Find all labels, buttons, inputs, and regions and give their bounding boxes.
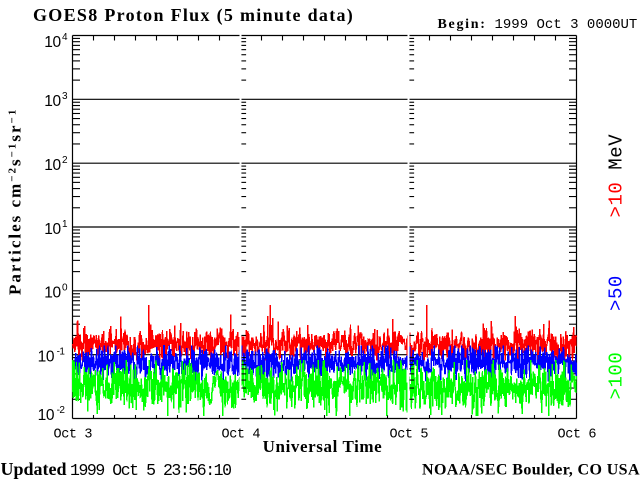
svg-text:-2: -2 [57, 405, 66, 416]
svg-text:-1: -1 [57, 346, 66, 357]
svg-text:1999 Oct 5 23:56:10: 1999 Oct 5 23:56:10 [70, 461, 231, 480]
svg-text:10: 10 [38, 348, 55, 365]
svg-text:0: 0 [62, 283, 68, 294]
svg-text:>100: >100 [606, 352, 628, 400]
svg-text:NOAA/SEC Boulder, CO USA: NOAA/SEC Boulder, CO USA [422, 462, 640, 479]
svg-text:10: 10 [44, 285, 61, 302]
svg-text:Oct 4: Oct 4 [222, 428, 261, 443]
svg-text:4: 4 [62, 32, 68, 43]
svg-text:10: 10 [38, 407, 55, 424]
svg-text:Universal Time: Universal Time [263, 437, 383, 456]
svg-text:10: 10 [44, 93, 61, 110]
svg-text:10: 10 [44, 157, 61, 174]
svg-text:Updated: Updated [1, 459, 67, 479]
svg-text:Oct 3: Oct 3 [54, 428, 93, 443]
svg-text:Oct 5: Oct 5 [390, 428, 429, 443]
svg-text:GOES8 Proton Flux (5 minute da: GOES8 Proton Flux (5 minute data) [33, 5, 354, 26]
svg-text:3: 3 [62, 91, 68, 102]
svg-text:>50: >50 [606, 275, 628, 311]
svg-text:1: 1 [62, 219, 68, 230]
svg-text:10: 10 [44, 34, 61, 51]
svg-text:2: 2 [62, 155, 68, 166]
svg-text:>10 MeV: >10 MeV [606, 134, 628, 218]
svg-text:Begin:: Begin: [438, 17, 487, 32]
svg-text:1999 Oct 3 0000UT: 1999 Oct 3 0000UT [495, 17, 638, 33]
svg-text:Oct 6: Oct 6 [558, 428, 597, 443]
svg-text:10: 10 [44, 221, 61, 238]
svg-text:Particles cm−2s−1sr−1: Particles cm−2s−1sr−1 [6, 108, 25, 295]
